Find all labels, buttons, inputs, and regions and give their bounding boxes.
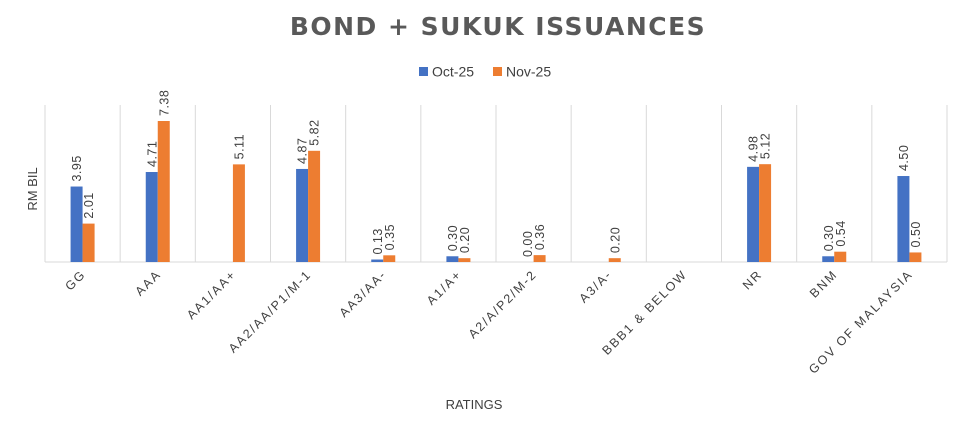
legend: Oct-25 Nov-25 <box>419 64 551 80</box>
bar-oct-25-gov-of-malaysia <box>897 176 910 262</box>
data-label-oct-25-a2-a-p2-m-2: 0.00 <box>521 231 535 257</box>
bar-nov-25-bnm <box>834 251 847 262</box>
x-tick-nr: NR <box>740 267 765 292</box>
data-label-nov-25-nr: 5.12 <box>759 133 773 159</box>
bar-oct-25-a1-a <box>446 256 459 262</box>
data-label-oct-25-nr: 4.98 <box>747 136 761 162</box>
bar-oct-25-nr <box>747 166 760 262</box>
data-label-nov-25-aaa: 7.38 <box>157 90 171 116</box>
bar-oct-25-aa2-aa-p1-m-1 <box>296 168 309 262</box>
data-label-oct-25-aaa: 4.71 <box>145 141 159 167</box>
bar-nov-25-aaa <box>157 121 170 262</box>
bar-oct-25-aa3-aa <box>371 259 384 262</box>
bar-nov-25-a3-a <box>608 258 621 262</box>
x-tick-a2-a-p2-m-2: A2/A/P2/M-2 <box>466 267 540 341</box>
x-tick-aaa: AAA <box>132 267 163 298</box>
bar-nov-25-a2-a-p2-m-2 <box>533 255 546 262</box>
bar-oct-25-gg <box>70 186 83 262</box>
chart-title: BOND + SUKUK ISSUANCES <box>290 12 706 41</box>
x-tick-aa1-aa: AA1/AA+ <box>184 267 239 322</box>
x-tick-aa2-aa-p1-m-1: AA2/AA/P1/M-1 <box>226 267 314 355</box>
bar-nov-25-a1-a <box>458 258 471 262</box>
bar-nov-25-nr <box>759 164 772 262</box>
data-label-nov-25-a1-a: 0.20 <box>458 227 472 253</box>
bar-nov-25-gov-of-malaysia <box>909 252 922 262</box>
data-label-nov-25-gg: 2.01 <box>82 192 96 218</box>
data-label-oct-25-gov-of-malaysia: 4.50 <box>897 145 911 171</box>
bar-nov-25-aa1-aa <box>232 164 245 262</box>
data-label-oct-25-bnm: 0.30 <box>822 225 836 251</box>
data-label-nov-25-aa1-aa: 5.11 <box>232 134 246 159</box>
bar-oct-25-aaa <box>145 172 158 262</box>
x-tick-aa3-aa: AA3/AA- <box>337 267 390 320</box>
bar-oct-25-bnm <box>822 256 835 262</box>
data-label-oct-25-aa2-aa-p1-m-1: 4.87 <box>296 138 310 164</box>
legend-swatch-oct-25 <box>419 67 428 76</box>
bar-nov-25-aa3-aa <box>383 255 396 262</box>
bar-nov-25-aa2-aa-p1-m-1 <box>308 150 321 262</box>
legend-label-nov-25: Nov-25 <box>506 64 551 80</box>
x-tick-a3-a: A3/A- <box>576 267 614 305</box>
legend-label-oct-25: Oct-25 <box>432 64 474 80</box>
y-axis-title: RM BIL <box>25 167 40 210</box>
data-label-nov-25-a2-a-p2-m-2: 0.36 <box>533 224 547 250</box>
legend-swatch-nov-25 <box>493 67 502 76</box>
x-tick-bbb1-and-below: BBB1 & BELOW <box>600 267 691 358</box>
x-tick-a1-a: A1/A+ <box>424 267 465 308</box>
data-label-nov-25-aa3-aa: 0.35 <box>383 224 397 250</box>
data-label-oct-25-a1-a: 0.30 <box>446 225 460 251</box>
data-label-nov-25-gov-of-malaysia: 0.50 <box>909 221 923 247</box>
x-tick-bnm: BNM <box>807 267 840 300</box>
x-tick-gg: GG <box>63 267 89 293</box>
data-label-oct-25-aa3-aa: 0.13 <box>371 228 385 254</box>
plot-area: 3.95 2.01 GG 4.71 7.38 AAA 5.11 AA1/AA+ 4.875.82… <box>44 90 948 377</box>
x-axis-title: RATINGS <box>446 397 503 412</box>
data-label-oct-25-gg: 3.95 <box>70 155 84 181</box>
data-label-nov-25-aa2-aa-p1-m-1: 5.82 <box>308 119 322 145</box>
data-label-nov-25-bnm: 0.54 <box>834 220 848 246</box>
bar-nov-25-gg <box>82 223 95 262</box>
data-label-nov-25-a3-a: 0.20 <box>608 227 622 253</box>
